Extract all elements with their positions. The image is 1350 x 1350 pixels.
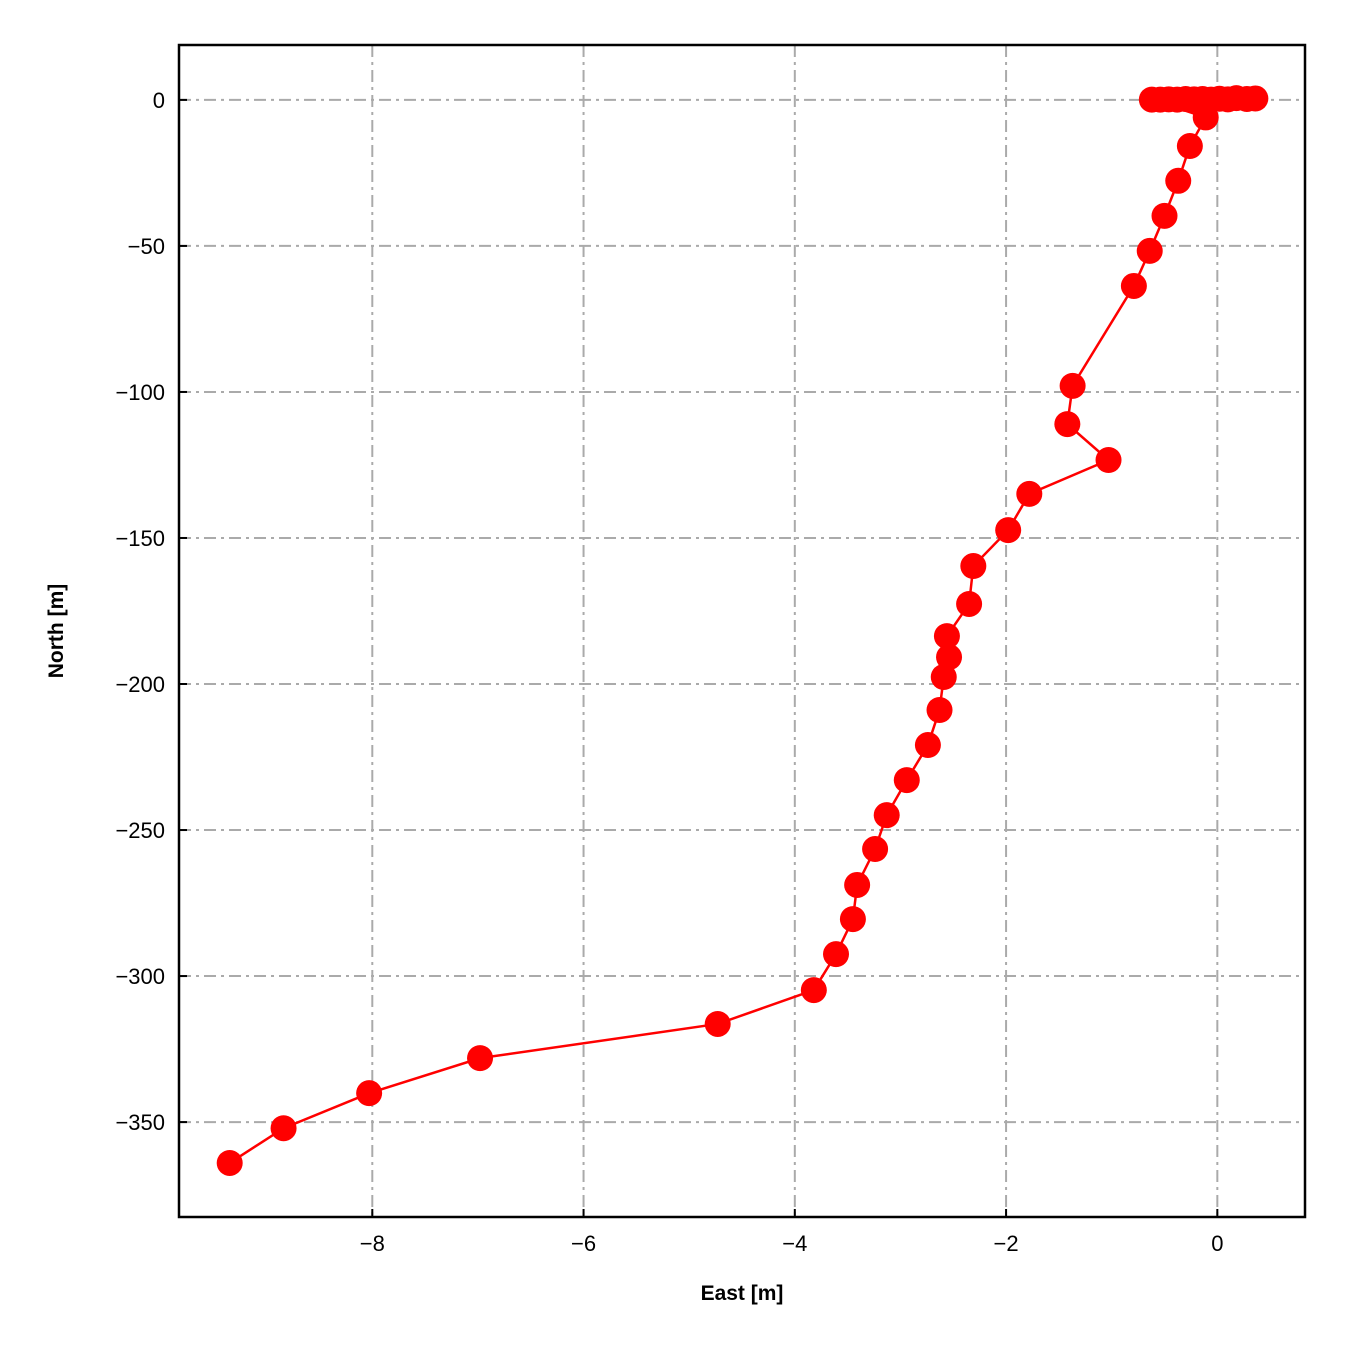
- data-point: [1054, 411, 1081, 438]
- y-tick-label: −300: [115, 964, 165, 989]
- data-point: [467, 1045, 494, 1072]
- data-point: [873, 802, 900, 829]
- x-tick-label: −2: [994, 1231, 1019, 1256]
- data-point: [936, 644, 963, 671]
- y-tick-label: −200: [115, 672, 165, 697]
- x-tick-label: 0: [1211, 1231, 1223, 1256]
- data-point: [800, 977, 827, 1004]
- data-point: [270, 1115, 297, 1142]
- data-point: [1192, 104, 1219, 131]
- data-point: [1176, 133, 1203, 160]
- series-line: [229, 96, 1256, 1165]
- data-point: [1120, 272, 1147, 299]
- data-point: [839, 906, 866, 933]
- x-axis-label: East [m]: [701, 1282, 784, 1305]
- data-point: [823, 941, 850, 968]
- data-point: [1136, 237, 1163, 264]
- y-tick-label: −50: [128, 234, 165, 259]
- data-point: [1016, 480, 1043, 507]
- y-axis-label: North [m]: [45, 584, 68, 678]
- grid: [179, 45, 1305, 1217]
- x-tick-label: −6: [571, 1231, 596, 1256]
- data-point: [1095, 447, 1122, 474]
- data-point: [1165, 167, 1192, 194]
- data-point: [933, 623, 960, 650]
- data-point: [216, 1149, 243, 1176]
- data-point: [1151, 202, 1178, 229]
- data-point: [960, 553, 987, 580]
- data-point: [914, 732, 941, 759]
- data-point: [926, 696, 953, 723]
- ticks: −8 −6 −4 −2 00−50−100−150−200−250−300−350: [115, 88, 1223, 1256]
- data-point: [862, 836, 889, 863]
- data-point: [704, 1010, 731, 1037]
- data-point: [1138, 86, 1165, 113]
- data-point: [1059, 372, 1086, 399]
- x-tick-label: −4: [782, 1231, 807, 1256]
- data-point: [844, 871, 871, 898]
- y-tick-label: −150: [115, 526, 165, 551]
- y-tick-label: −100: [115, 380, 165, 405]
- data-point: [956, 590, 983, 617]
- data-point: [995, 517, 1022, 544]
- y-tick-label: −350: [115, 1110, 165, 1135]
- data-point: [930, 663, 957, 690]
- data-point: [893, 767, 920, 794]
- data-point: [356, 1080, 383, 1107]
- series-trajectory: [216, 85, 1269, 1176]
- plot-frame: [177, 43, 1307, 1219]
- y-tick-label: −250: [115, 818, 165, 843]
- x-tick-label: −8: [360, 1231, 385, 1256]
- y-tick-label: 0: [153, 88, 165, 113]
